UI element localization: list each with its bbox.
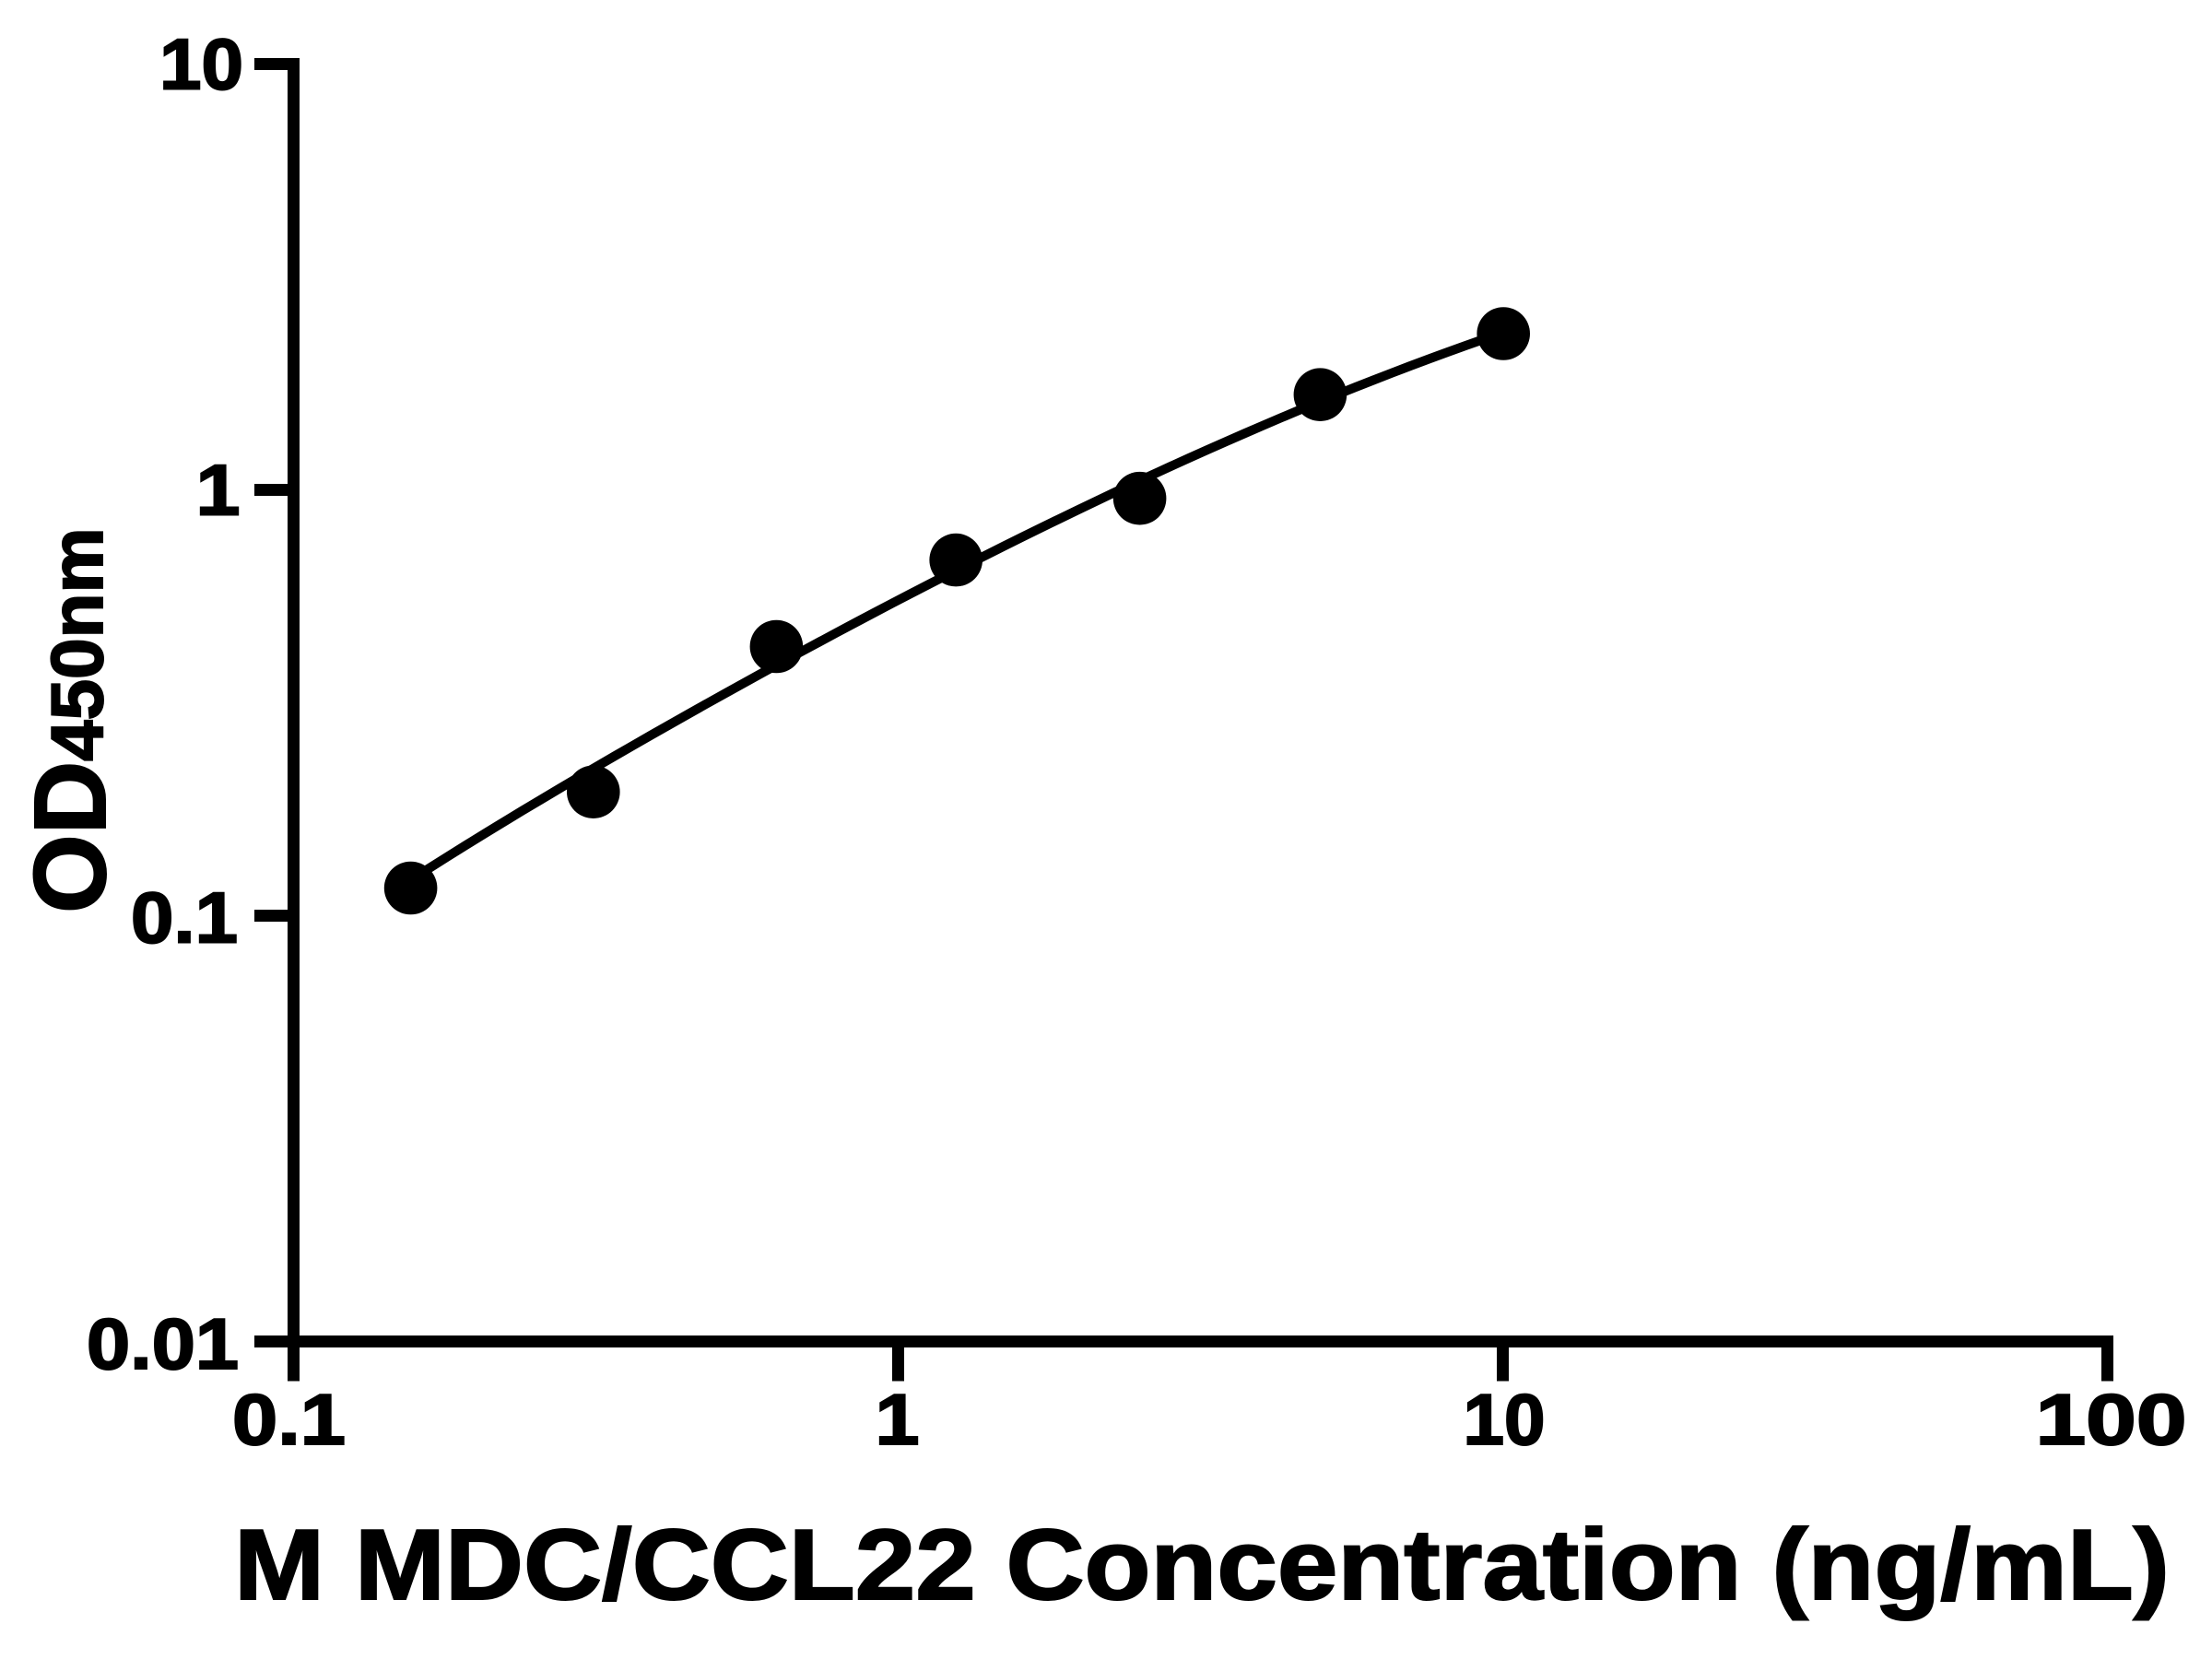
svg-text:0.01: 0.01	[87, 1303, 239, 1384]
svg-text:10: 10	[1464, 1379, 1546, 1460]
svg-text:1: 1	[876, 1379, 920, 1460]
svg-text:OD450nm: OD450nm	[14, 527, 127, 912]
svg-text:0.1: 0.1	[131, 877, 238, 959]
svg-text:1: 1	[196, 450, 241, 531]
svg-text:M MDC/CCL22 Concentration (ng/: M MDC/CCL22 Concentration (ng/mL)	[234, 1509, 2170, 1621]
svg-text:0.1: 0.1	[232, 1379, 346, 1460]
svg-text:10: 10	[159, 24, 243, 105]
svg-text:100: 100	[2036, 1379, 2187, 1460]
